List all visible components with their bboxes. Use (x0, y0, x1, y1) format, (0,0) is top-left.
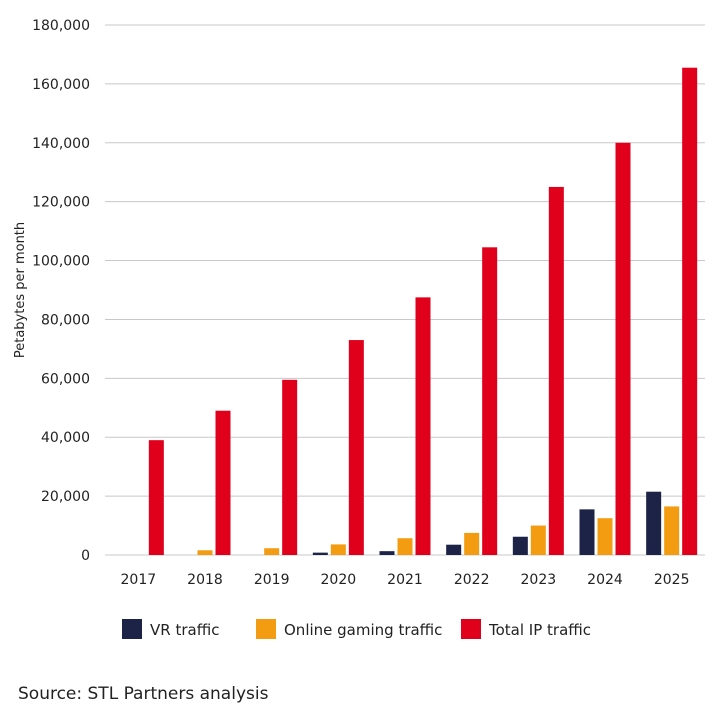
bar-online-gaming-traffic-2024 (597, 518, 613, 555)
y-tick-label: 60,000 (41, 371, 90, 387)
bar-total-ip-traffic-2021 (415, 297, 431, 555)
bar-online-gaming-traffic-2018 (197, 550, 213, 555)
x-tick-label: 2024 (587, 572, 623, 588)
x-tick-label: 2020 (321, 572, 357, 588)
bar-total-ip-traffic-2025 (682, 67, 698, 555)
x-tick-label: 2018 (187, 572, 223, 588)
y-tick-label: 180,000 (32, 18, 90, 34)
legend-label: Total IP traffic (488, 621, 591, 639)
bar-total-ip-traffic-2017 (148, 440, 164, 555)
bar-online-gaming-traffic-2023 (530, 525, 546, 555)
bar-total-ip-traffic-2023 (548, 186, 564, 555)
bar-total-ip-traffic-2024 (615, 142, 631, 555)
bar-online-gaming-traffic-2021 (397, 538, 413, 555)
bar-online-gaming-traffic-2025 (664, 506, 680, 555)
bar-vr-traffic-2020 (312, 552, 328, 555)
y-axis-tick-labels: 0 20,000 40,000 60,000 80,000 100,000 120,000 1… (32, 18, 90, 564)
legend-label: VR traffic (150, 621, 219, 639)
legend-swatch (256, 619, 276, 639)
bar-total-ip-traffic-2018 (215, 410, 231, 555)
x-tick-label: 2021 (387, 572, 423, 588)
legend-swatch (461, 619, 481, 639)
bar-vr-traffic-2021 (379, 551, 395, 555)
y-tick-label: 20,000 (41, 489, 90, 505)
x-tick-label: 2019 (254, 572, 290, 588)
y-tick-label: 100,000 (32, 254, 90, 270)
legend-swatch (122, 619, 142, 639)
legend: VR traffic Online gaming traffic Total IP … (122, 619, 591, 639)
x-tick-label: 2022 (454, 572, 490, 588)
bar-total-ip-traffic-2019 (282, 379, 298, 555)
source-note: Source: STL Partners analysis (18, 684, 269, 704)
y-tick-label: 40,000 (41, 430, 90, 446)
y-tick-label: 140,000 (32, 136, 90, 152)
bar-vr-traffic-2022 (446, 544, 462, 555)
bar-vr-traffic-2025 (646, 491, 662, 555)
x-tick-label: 2017 (121, 572, 157, 588)
bar-online-gaming-traffic-2022 (464, 532, 480, 555)
bars (148, 67, 698, 556)
y-tick-label: 160,000 (32, 77, 90, 93)
bar-total-ip-traffic-2022 (482, 247, 498, 556)
y-tick-label: 0 (81, 548, 90, 564)
x-tick-label: 2025 (654, 572, 690, 588)
x-axis-tick-labels: 2017 2018 2019 2020 2021 2022 2023 2024 2025 (121, 572, 690, 588)
y-tick-label: 120,000 (32, 195, 90, 211)
bar-vr-traffic-2024 (579, 509, 595, 555)
y-tick-label: 80,000 (41, 312, 90, 328)
bar-online-gaming-traffic-2020 (330, 544, 346, 555)
legend-label: Online gaming traffic (284, 621, 442, 639)
bar-total-ip-traffic-2020 (348, 340, 364, 555)
gridlines (105, 24, 705, 556)
bar-vr-traffic-2023 (512, 536, 528, 555)
bar-online-gaming-traffic-2019 (264, 548, 280, 555)
y-axis-label: Petabytes per month (13, 222, 28, 358)
x-tick-label: 2023 (521, 572, 557, 588)
